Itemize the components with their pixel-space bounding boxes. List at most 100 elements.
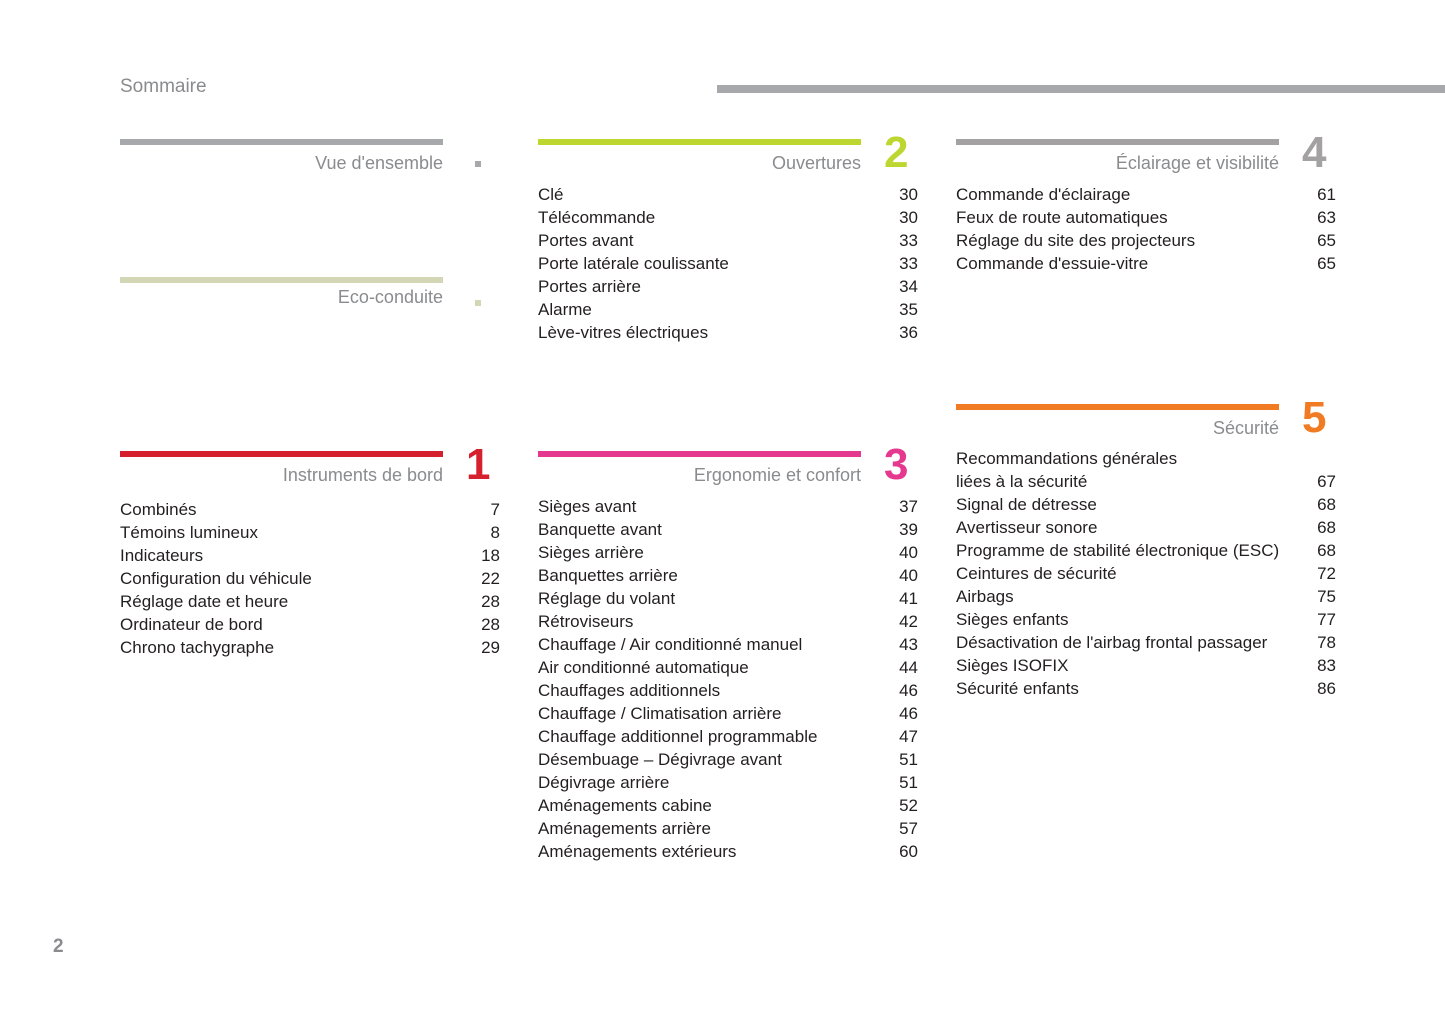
toc-entry-page: 29 xyxy=(481,638,500,657)
toc-entry-page: 30 xyxy=(899,208,918,227)
section-title: Ergonomie et confort xyxy=(693,465,861,485)
toc-entry[interactable]: Aménagements cabine 52 xyxy=(538,794,918,817)
toc-entry-page: 30 xyxy=(899,185,918,204)
toc-entry[interactable]: Réglage du site des projecteurs 65 xyxy=(956,229,1336,252)
toc-entry-page: 77 xyxy=(1317,610,1336,629)
toc-entry[interactable]: Sièges enfants 77 xyxy=(956,608,1336,631)
toc-entry[interactable]: Avertisseur sonore 68 xyxy=(956,516,1336,539)
toc-entry-page: 7 xyxy=(490,500,500,519)
toc-entry[interactable]: Dégivrage arrière 51 xyxy=(538,771,918,794)
toc-entry[interactable]: Télécommande 30 xyxy=(538,206,918,229)
toc-entry-page: 41 xyxy=(899,589,918,608)
toc-entry[interactable]: Alarme 35 xyxy=(538,298,918,321)
toc-entry-label: Air conditionné automatique xyxy=(538,658,749,677)
toc-entry-page: 63 xyxy=(1317,208,1336,227)
toc-entry[interactable]: Désembuage – Dégivrage avant 51 xyxy=(538,748,918,771)
toc-entry-label: Chauffage / Climatisation arrière xyxy=(538,704,782,723)
toc-entry-page: 65 xyxy=(1317,254,1336,273)
toc-entry[interactable]: Banquettes arrière 40 xyxy=(538,564,918,587)
toc-entry-label: Combinés xyxy=(120,500,197,519)
toc-entry-page: 61 xyxy=(1317,185,1336,204)
toc-entry-label: Sièges arrière xyxy=(538,543,644,562)
toc-entry[interactable]: Ceintures de sécurité 72 xyxy=(956,562,1336,585)
toc-entry[interactable]: Combinés 7 xyxy=(120,498,500,521)
toc-entry-label: Chauffage / Air conditionné manuel xyxy=(538,635,803,654)
toc-entry-label: Témoins lumineux xyxy=(120,523,258,542)
toc-entry-page: 40 xyxy=(899,543,918,562)
toc-entry-label: Indicateurs xyxy=(120,546,204,565)
section-number: 4 xyxy=(1302,128,1327,177)
toc-entry-label: Avertisseur sonore xyxy=(956,518,1098,537)
toc-entry[interactable]: Air conditionné automatique 44 xyxy=(538,656,918,679)
section-title[interactable]: Eco-conduite xyxy=(337,287,443,307)
toc-entry-page: 42 xyxy=(899,612,918,631)
toc-entry-page: 68 xyxy=(1317,518,1336,537)
toc-entry[interactable]: Désactivation de l'airbag frontal passag… xyxy=(956,631,1336,654)
toc-entry[interactable]: Configuration du véhicule 22 xyxy=(120,567,500,590)
toc-entry-label: Portes arrière xyxy=(538,277,641,296)
toc-entry[interactable]: Banquette avant 39 xyxy=(538,518,918,541)
toc-entry[interactable]: Recommandations générales liées à la séc… xyxy=(956,447,1336,493)
toc-entry-label: Banquettes arrière xyxy=(538,566,678,585)
toc-entry[interactable]: Commande d'éclairage 61 xyxy=(956,183,1336,206)
toc-entry-page: 40 xyxy=(899,566,918,585)
toc-entry[interactable]: Clé 30 xyxy=(538,183,918,206)
toc-entry[interactable]: Airbags 75 xyxy=(956,585,1336,608)
toc-entry-label: Chauffages additionnels xyxy=(538,681,721,700)
toc-entry[interactable]: Porte latérale coulissante 33 xyxy=(538,252,918,275)
toc-entry[interactable]: Sièges ISOFIX 83 xyxy=(956,654,1336,677)
toc-entry-label: Désactivation de l'airbag frontal passag… xyxy=(956,633,1268,652)
toc-entry[interactable]: Réglage date et heure 28 xyxy=(120,590,500,613)
toc-entry-page: 52 xyxy=(899,796,918,815)
toc-entry[interactable]: Chauffage additionnel programmable 47 xyxy=(538,725,918,748)
toc-entry[interactable]: Réglage du volant 41 xyxy=(538,587,918,610)
toc-entry[interactable]: Chauffage / Air conditionné manuel 43 xyxy=(538,633,918,656)
section-title: Sécurité xyxy=(1212,418,1279,438)
toc-entry-label: Lève-vitres électriques xyxy=(538,323,709,342)
toc-entry[interactable]: Signal de détresse 68 xyxy=(956,493,1336,516)
toc-entry-page: 75 xyxy=(1317,587,1336,606)
toc-entry-page: 46 xyxy=(899,681,918,700)
toc-entry-page: 28 xyxy=(481,615,500,634)
toc-entry[interactable]: Sièges avant 37 xyxy=(538,495,918,518)
toc-entry-label: Aménagements cabine xyxy=(538,796,712,815)
toc-entry[interactable]: Témoins lumineux 8 xyxy=(120,521,500,544)
section-title[interactable]: Vue d'ensemble xyxy=(315,153,443,173)
toc-entry-page: 34 xyxy=(899,277,918,296)
toc-entry-label: Ordinateur de bord xyxy=(120,615,263,634)
toc-entry[interactable]: Rétroviseurs 42 xyxy=(538,610,918,633)
toc-entry-label: Recommandations générales liées à la séc… xyxy=(956,449,1178,491)
toc-entry[interactable]: Chauffages additionnels 46 xyxy=(538,679,918,702)
section-title: Ouvertures xyxy=(771,153,861,173)
toc-entry[interactable]: Aménagements extérieurs 60 xyxy=(538,840,918,863)
toc-entry[interactable]: Feux de route automatiques 63 xyxy=(956,206,1336,229)
toc-entry[interactable]: Portes arrière 34 xyxy=(538,275,918,298)
toc-entry[interactable]: Lève-vitres électriques 36 xyxy=(538,321,918,344)
toc-entry-page: 22 xyxy=(481,569,500,588)
toc-entry-label: Programme de stabilité électronique (ESC… xyxy=(956,541,1280,560)
toc-entry[interactable]: Aménagements arrière 57 xyxy=(538,817,918,840)
toc-entry-page: 51 xyxy=(899,773,918,792)
toc-entry[interactable]: Chrono tachygraphe 29 xyxy=(120,636,500,659)
section-color-bar xyxy=(120,451,443,457)
toc-entry[interactable]: Ordinateur de bord 28 xyxy=(120,613,500,636)
section-color-bar xyxy=(120,139,443,145)
toc-entry-page: 47 xyxy=(899,727,918,746)
toc-entry-page: 46 xyxy=(899,704,918,723)
toc-entry[interactable]: Commande d'essuie-vitre 65 xyxy=(956,252,1336,275)
page-number: 2 xyxy=(53,936,64,957)
toc-entry[interactable]: Chauffage / Climatisation arrière 46 xyxy=(538,702,918,725)
toc-entry-label: Commande d'essuie-vitre xyxy=(956,254,1149,273)
toc-entry[interactable]: Sièges arrière 40 xyxy=(538,541,918,564)
toc-entry[interactable]: Portes avant 33 xyxy=(538,229,918,252)
toc-entry[interactable]: Sécurité enfants 86 xyxy=(956,677,1336,700)
section-number: 5 xyxy=(1302,393,1327,442)
toc-entry-page: 39 xyxy=(899,520,918,539)
toc-entry[interactable]: Indicateurs 18 xyxy=(120,544,500,567)
toc-entry-label: Sécurité enfants xyxy=(956,679,1079,698)
toc-entry-page: 67 xyxy=(1317,472,1336,491)
toc-entry-page: 28 xyxy=(481,592,500,611)
toc-entry[interactable]: Programme de stabilité électronique (ESC… xyxy=(956,539,1336,562)
toc-entry-label: Signal de détresse xyxy=(956,495,1097,514)
